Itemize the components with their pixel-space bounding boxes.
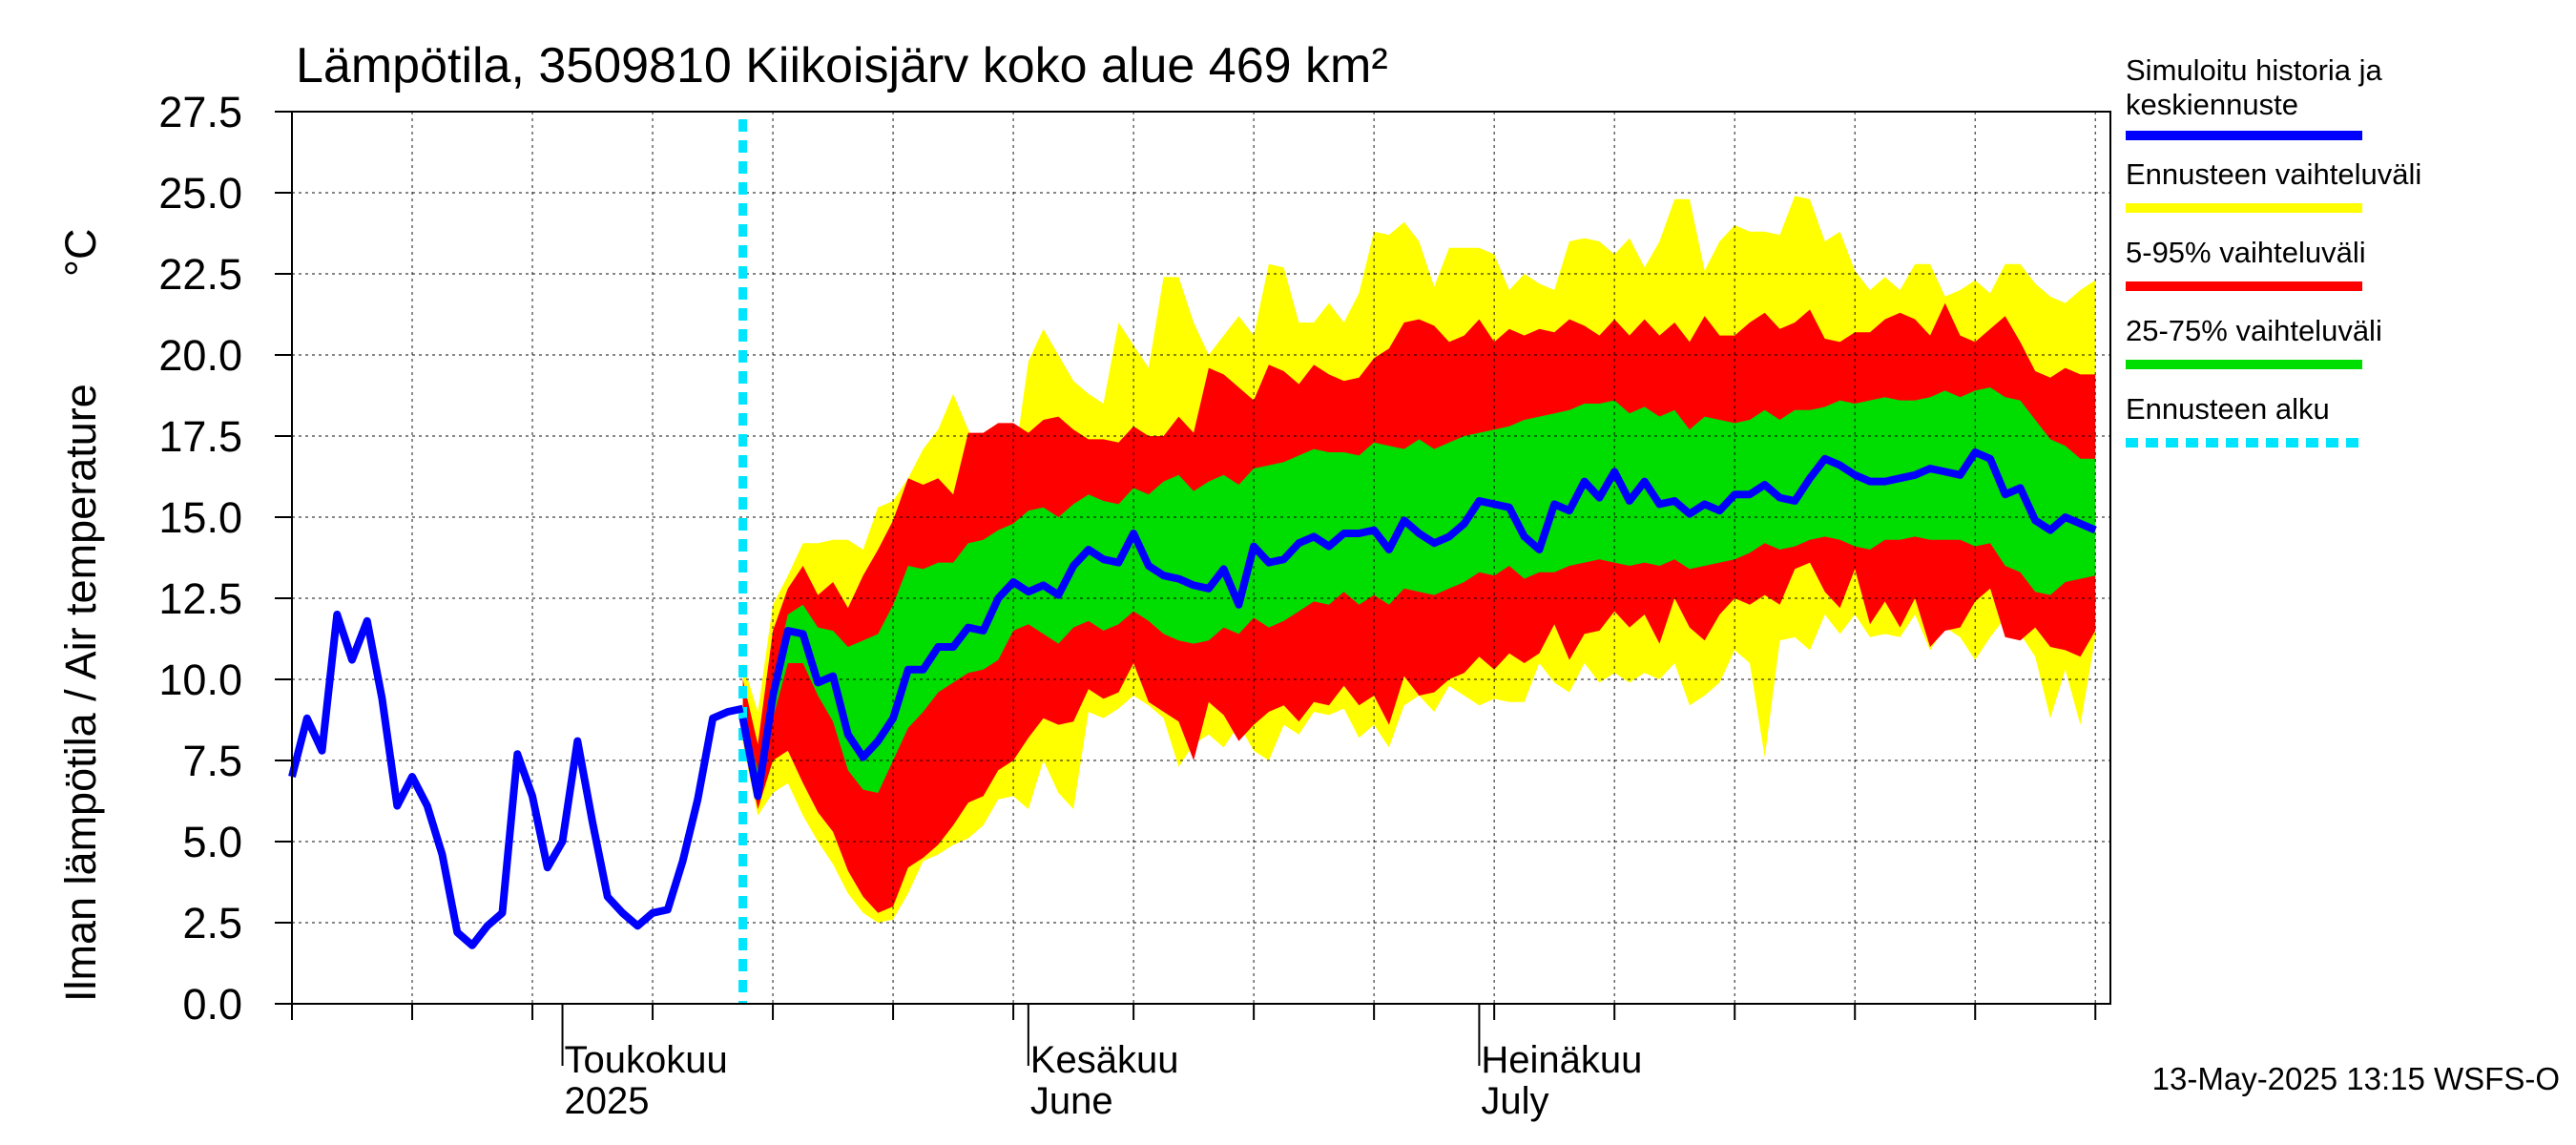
- y-tick-label: 12.5: [158, 574, 242, 623]
- y-tick-label: 17.5: [158, 412, 242, 461]
- y-axis-unit: °C: [56, 229, 105, 278]
- legend-label: 25-75% vaihteluväli: [2126, 314, 2382, 347]
- y-tick-label: 2.5: [182, 899, 242, 947]
- y-axis-label: Ilman lämpötila / Air temperature °C: [56, 229, 105, 1003]
- y-axis-ticks: 0.0 2.5 5.0 7.5 10.0 12.5 15.0 17.5 20.0 22.5 25.0…: [158, 88, 292, 1029]
- legend-label: Ennusteen alku: [2126, 392, 2330, 426]
- y-tick-label: 5.0: [182, 818, 242, 866]
- chart-title: Lämpötila, 3509810 Kiikoisjärv koko alue…: [296, 38, 1388, 94]
- legend-label: keskiennuste: [2126, 88, 2298, 121]
- month-sublabel: 2025: [565, 1080, 650, 1122]
- month-sublabel: July: [1481, 1080, 1548, 1122]
- y-tick-label: 15.0: [158, 493, 242, 542]
- plot-frame: [291, 111, 2111, 1005]
- median-forecast-line: [738, 448, 2097, 801]
- month-label: Kesäkuu: [1030, 1039, 1179, 1081]
- footer-timestamp: 13-May-2025 13:15 WSFS-O: [2152, 1061, 2560, 1096]
- legend-label: 5-95% vaihteluväli: [2126, 236, 2366, 269]
- y-tick-label: 0.0: [182, 980, 242, 1029]
- history-line: [288, 611, 744, 949]
- month-sublabel: June: [1030, 1080, 1113, 1122]
- y-tick-label: 20.0: [158, 331, 242, 380]
- y-tick-label: 27.5: [158, 88, 242, 136]
- y-tick-label: 10.0: [158, 656, 242, 704]
- month-label: Heinäkuu: [1481, 1039, 1642, 1081]
- y-tick-label: 22.5: [158, 250, 242, 299]
- y-tick-label: 25.0: [158, 169, 242, 218]
- month-label: Toukokuu: [565, 1039, 728, 1081]
- y-tick-label: 7.5: [182, 737, 242, 785]
- legend-label: Simuloitu historia ja: [2126, 53, 2383, 87]
- y-axis-title: Ilman lämpötila / Air temperature: [56, 384, 105, 1002]
- series-lines: [288, 119, 2097, 1004]
- forecast-bands: [742, 196, 2096, 923]
- legend-label: Ennusteen vaihteluväli: [2126, 157, 2421, 191]
